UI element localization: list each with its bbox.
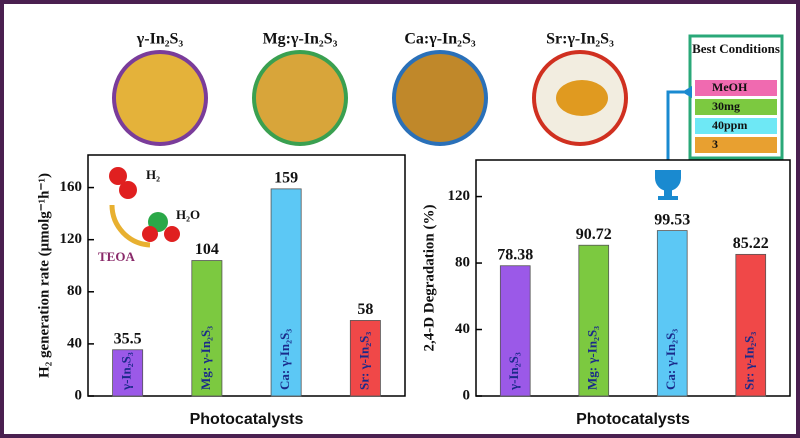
condition-swatch xyxy=(695,137,777,153)
y-axis-label: H₂ generation rate (μmolg⁻¹h⁻¹) xyxy=(36,173,52,378)
dish xyxy=(252,50,348,146)
bar xyxy=(578,244,610,397)
condition-swatch xyxy=(695,80,777,96)
bar xyxy=(191,260,223,397)
value-label: 104 xyxy=(195,241,219,258)
category-label: γ-In₂S₃ xyxy=(506,352,521,391)
value-label: 58 xyxy=(357,301,373,318)
category-label: γ-In₂S₃ xyxy=(119,352,134,391)
y-tick-label: 0 xyxy=(75,387,83,403)
y-tick-label: 120 xyxy=(448,188,471,204)
condition-label: 30mg xyxy=(712,99,740,113)
value-label: 35.5 xyxy=(114,330,142,347)
sample-label: γ-In₂S₃ xyxy=(136,31,184,48)
atom xyxy=(109,167,127,185)
bar xyxy=(270,188,302,397)
value-label: 85.22 xyxy=(733,235,769,252)
sample-label: Sr:γ-In₂S₃ xyxy=(546,31,614,48)
bar xyxy=(656,230,688,397)
category-label: Sr: γ-In₂S₃ xyxy=(742,332,757,390)
dish xyxy=(112,50,208,146)
condition-label: 40ppm xyxy=(712,118,747,132)
sample-label: Ca:γ-In₂S₃ xyxy=(404,31,476,48)
y-tick-label: 160 xyxy=(60,179,83,195)
cycle-arrow xyxy=(109,204,151,248)
value-label: 99.53 xyxy=(654,211,690,228)
trophy xyxy=(655,170,681,200)
bar xyxy=(499,265,531,397)
plot-frame xyxy=(87,154,406,397)
dishes xyxy=(112,50,628,146)
x-axis-label: Photocatalysts xyxy=(190,411,304,428)
sample-label: Mg:γ-In₂S₃ xyxy=(263,31,338,48)
y-tick-label: 80 xyxy=(455,254,470,270)
value-label: 90.72 xyxy=(576,226,612,243)
bar xyxy=(349,320,381,397)
inset-label: H₂O xyxy=(176,207,200,222)
condition-swatch xyxy=(695,118,777,134)
inset-label: H₂ xyxy=(146,167,160,182)
category-label: Ca: γ-In₂S₃ xyxy=(663,329,678,390)
category-label: Sr: γ-In₂S₃ xyxy=(356,332,371,390)
condition-label: MeOH xyxy=(712,80,748,94)
condition-label: 3 xyxy=(712,137,718,151)
inset-label: TEOA xyxy=(98,249,135,264)
powder xyxy=(556,80,608,116)
plot-frame xyxy=(475,159,791,397)
category-label: Mg: γ-In₂S₃ xyxy=(585,326,600,390)
arrow-head xyxy=(682,86,692,98)
dish xyxy=(392,50,488,146)
value-label: 159 xyxy=(274,170,298,187)
atom xyxy=(119,181,137,199)
y-axis-label: 2,4-D Degradation (%) xyxy=(421,204,437,351)
y-tick-label: 0 xyxy=(463,387,471,403)
conditions-list: MeOH 30mg 40ppm 3 xyxy=(695,80,777,153)
bar xyxy=(735,253,767,397)
bar xyxy=(112,349,144,397)
y-tick-label: 120 xyxy=(60,231,83,247)
conditions-title: Best Conditions xyxy=(692,41,780,56)
category-label: Mg: γ-In₂S₃ xyxy=(198,326,213,390)
value-label: 78.38 xyxy=(497,246,533,263)
y-tick-label: 40 xyxy=(455,321,470,337)
condition-swatch xyxy=(695,99,777,115)
atom xyxy=(142,226,158,242)
x-axis-label: Photocatalysts xyxy=(576,411,690,428)
inset xyxy=(109,167,180,248)
y-tick-label: 40 xyxy=(67,335,82,351)
atom xyxy=(164,226,180,242)
category-label: Ca: γ-In₂S₃ xyxy=(277,329,292,390)
y-tick-label: 80 xyxy=(67,283,82,299)
